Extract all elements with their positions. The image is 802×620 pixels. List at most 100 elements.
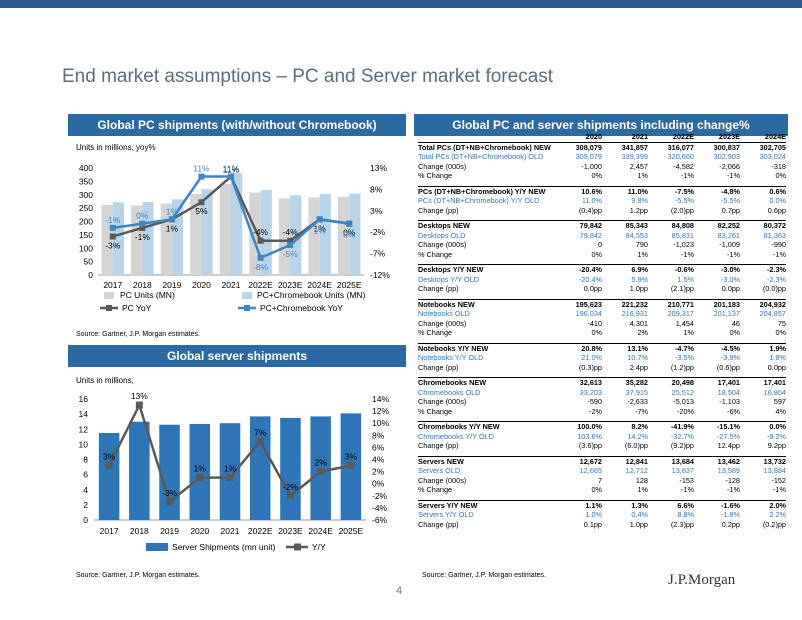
table-cell: -990 <box>771 240 786 249</box>
table-cell: 100.0% <box>577 422 602 431</box>
table-row: Chromebooks Y/Y NEW 100.0% 8.2% -41.9% -15.1… <box>418 421 786 432</box>
pc-yoy-point <box>109 233 116 240</box>
table-cell: 12,672 <box>579 456 602 466</box>
table-cell: 1.5% <box>677 274 694 284</box>
table-row-label: % Change <box>418 328 453 337</box>
legend-chromebook-units-swatch <box>242 292 252 299</box>
table-row-label: Chromebooks NEW <box>418 378 487 387</box>
table-cell: -3.5% <box>674 353 694 362</box>
table-cell: 316,077 <box>667 142 694 152</box>
table-cell: 1.2pp <box>629 205 648 215</box>
table-row-label: Notebooks Y/Y NEW <box>418 343 489 353</box>
pc-x-tick-label: 2021 <box>222 280 241 290</box>
server-yoy-point <box>196 474 204 482</box>
pc-chromebook-yoy-data-label: 1% <box>166 206 179 216</box>
table-cell: -2.3% <box>766 265 786 274</box>
server-yoy-data-label: 3% <box>345 452 358 462</box>
table-cell: -41.9% <box>670 422 694 431</box>
pc-chromebook-units-bar <box>260 189 272 275</box>
server-y2-tick-label: -6% <box>372 515 388 525</box>
table-row: Change (000s) -1,000 2,457 -4,582 -2,066 -318 <box>418 162 786 172</box>
pc-y-tick-label: 0 <box>88 270 93 280</box>
jpmorgan-logo: J.P.Morgan <box>668 572 736 588</box>
table-cell: (0.4)pp <box>578 205 602 215</box>
pc-y-tick-label: 400 <box>79 163 93 173</box>
table-cell: 128 <box>635 475 648 485</box>
table-row: Chromebooks OLD 33,203 37,915 25,512 18,504 1… <box>418 388 786 398</box>
table-cell: 1.1% <box>585 500 602 510</box>
table-row-label: Change (000s) <box>418 318 467 328</box>
server-x-tick-label: 2020 <box>190 526 209 536</box>
table-cell: (9.2)pp <box>670 441 694 450</box>
table-cell: 5.9% <box>631 274 648 284</box>
table-cell: -0.6% <box>674 265 694 274</box>
pc-chromebook-units-bar <box>171 199 184 275</box>
table-cell: 201,183 <box>713 299 740 309</box>
server-yoy-data-label: -2% <box>283 482 299 492</box>
pc-y2-tick-label: -12% <box>370 270 390 280</box>
table-cell: 204,932 <box>759 299 786 309</box>
table-cell: -590 <box>587 397 602 406</box>
table-cell: 0.7pp <box>721 205 740 215</box>
table-row-label: Notebooks Y/Y OLD <box>418 353 484 362</box>
legend-chromebook-yoy-marker <box>244 305 250 311</box>
table-cell: 46 <box>731 318 740 328</box>
table-cell: (2.1)pp <box>670 284 694 293</box>
table-cell: (2.3)pp <box>670 519 694 529</box>
table-row: Notebooks OLD 196,034 216,931 209,317 201,13… <box>418 309 786 319</box>
server-yoy-point <box>105 462 113 470</box>
table-cell: 33,203 <box>579 387 602 397</box>
server-units-label: Units in millions, <box>76 376 134 385</box>
top-accent-bar <box>0 0 802 8</box>
table-row: Servers NEW 12,672 12,841 13,684 13,462 13,73… <box>418 455 786 467</box>
pc-yoy-data-label: -4% <box>283 227 299 237</box>
legend-server-yoy-marker <box>294 543 301 551</box>
table-cell: 25,512 <box>671 387 694 397</box>
table-cell: 196,034 <box>575 309 602 318</box>
table-cell: -410 <box>587 318 602 328</box>
table-cell: -1% <box>727 249 740 259</box>
table-source: Source: Gartner, J.P. Morgan estimates. <box>422 572 546 579</box>
table-cell: 16,804 <box>763 387 786 397</box>
pc-yoy-point <box>139 224 146 231</box>
table-cell: (1.2)pp <box>670 362 694 372</box>
legend-server-yoy-label: Y/Y <box>312 542 326 552</box>
table-cell: 0.4% <box>631 510 648 519</box>
table-cell: 13.1% <box>627 343 648 353</box>
table-row: Notebooks NEW 195,623 221,232 210,771 201,18… <box>418 298 786 310</box>
table-cell: -5,013 <box>673 397 694 406</box>
table-row: % Change 0% 1% -1% -1% -1% <box>418 485 786 495</box>
table-cell: (0.3)pp <box>578 362 602 372</box>
server-shipments-bar <box>189 423 211 520</box>
table-cell: 14.2% <box>627 431 648 441</box>
table-cell: -3.9% <box>720 353 740 362</box>
table-cell: 37,915 <box>625 387 648 397</box>
server-x-tick-label: 2025E <box>339 526 364 536</box>
pc-x-tick-label: 2023E <box>278 280 303 290</box>
table-row: Change (pp) (0.3)pp 2.4pp (1.2)pp (0.6)pp 0.0… <box>418 363 786 373</box>
table-cell: 302,705 <box>759 142 786 152</box>
table-cell: 6.6% <box>677 500 694 510</box>
pc-units-bar <box>160 203 172 275</box>
server-yoy-point <box>347 462 355 470</box>
table-cell: -2,066 <box>719 161 740 171</box>
server-y-tick-label: 12 <box>79 424 89 434</box>
pc-chromebook-yoy-point <box>139 220 146 227</box>
table-row-label: Change (000s) <box>418 161 467 171</box>
table-cell: 83,261 <box>717 230 740 240</box>
pc-yoy-data-label: 0% <box>343 228 356 238</box>
legend-pc-yoy-label: PC YoY <box>122 303 152 313</box>
table-cell: 8.8% <box>677 510 694 519</box>
pc-shipments-chart: 0 50 100 150 200 250 300 350 400 13% 8% 3% -2% -7% -12… <box>79 163 390 313</box>
table-cell: 1% <box>637 249 648 259</box>
server-yoy-data-label: 7% <box>254 427 267 437</box>
pc-x-tick-label: 2022E <box>248 280 273 290</box>
table-cell: 13,884 <box>763 466 786 475</box>
server-y-tick-label: 2 <box>83 500 88 510</box>
pc-y-tick-label: 350 <box>79 176 93 186</box>
pc-y-tick-label: 150 <box>79 230 93 240</box>
server-x-tick-label: 2021 <box>221 526 240 536</box>
server-y2-tick-label: 14% <box>372 394 389 404</box>
table-cell: 308,079 <box>575 142 602 152</box>
server-yoy-point <box>135 401 143 409</box>
